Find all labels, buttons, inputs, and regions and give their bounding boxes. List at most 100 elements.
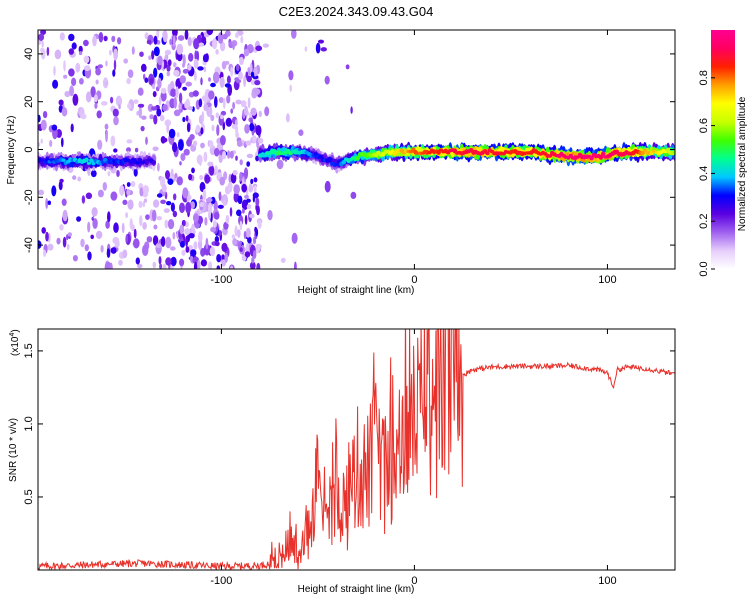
heatmap-noise-blob xyxy=(254,226,258,233)
heatmap-noise-blob xyxy=(254,80,261,86)
heatmap-y-ticks: -40 -20 0 20 40 xyxy=(23,48,675,253)
heatmap-noise-blob xyxy=(239,159,243,166)
heatmap-noise-blob xyxy=(246,161,251,167)
heatmap-noise-blob xyxy=(68,33,75,42)
heatmap-noise-blob xyxy=(250,178,254,185)
heatmap-noise-blob xyxy=(52,79,59,89)
heatmap-noise-blob xyxy=(220,114,224,120)
heatmap-noise-blob xyxy=(193,140,198,147)
heatmap-noise-blob xyxy=(182,116,186,123)
heatmap-noise-blob xyxy=(80,238,85,248)
heatmap-ridge-cell xyxy=(135,161,140,165)
heatmap-noise-blob xyxy=(51,124,58,131)
heatmap-noise-blob xyxy=(193,261,198,269)
heatmap-noise-blob xyxy=(170,168,174,178)
heatmap-noise-blob xyxy=(229,150,234,159)
heatmap-noise-blob xyxy=(153,114,158,125)
heatmap-noise-blob xyxy=(110,247,117,254)
heatmap-noise-blob xyxy=(151,106,158,111)
heatmap-noise-blob xyxy=(214,165,218,174)
heatmap-noise-blob xyxy=(170,88,177,97)
heatmap-noise-blob xyxy=(182,187,189,199)
heatmap-noise-blob xyxy=(345,64,350,70)
colorbar-tick-label: 0.6 xyxy=(698,118,710,133)
snr-y-label: SNR (10 * v/v) xyxy=(8,418,19,482)
heatmap-noise-blob xyxy=(224,252,228,263)
heatmap-noise-blob xyxy=(179,224,185,235)
heatmap-noise-blob xyxy=(84,244,90,252)
heatmap-noise-blob xyxy=(117,37,122,45)
heatmap-noise-blob xyxy=(196,154,203,165)
heatmap-noise-blob xyxy=(41,227,46,234)
heatmap-noise-blob xyxy=(159,114,165,122)
heatmap-noise-blob xyxy=(83,39,89,47)
svg-text:(x104): (x104) xyxy=(9,329,21,356)
heatmap-noise-blob xyxy=(160,87,167,94)
heatmap-noise-blob xyxy=(104,123,109,130)
heatmap-noise-blob xyxy=(163,208,170,214)
heatmap-noise-blob xyxy=(221,60,227,70)
heatmap-noise-blob xyxy=(144,77,149,83)
heatmap-x-tick-label: -100 xyxy=(210,274,232,286)
heatmap-noise-blob xyxy=(126,139,133,144)
heatmap-noise-blob xyxy=(252,250,257,259)
heatmap-noise-blob xyxy=(151,209,157,222)
heatmap-noise-blob xyxy=(123,58,128,64)
heatmap-noise-blob xyxy=(201,111,205,123)
heatmap-noise-blob xyxy=(255,243,261,254)
heatmap-ridge-cell xyxy=(601,151,606,157)
heatmap-noise-blob xyxy=(177,139,184,151)
heatmap-noise-blob xyxy=(241,208,245,214)
heatmap-noise-blob xyxy=(62,209,68,222)
heatmap-noise-blob xyxy=(61,198,67,206)
heatmap-noise-blob xyxy=(42,111,48,119)
heatmap-noise-blob xyxy=(324,180,331,193)
snr-y-tick-label: 1.5 xyxy=(23,343,35,358)
heatmap-noise-blob xyxy=(161,184,167,193)
heatmap-noise-blob xyxy=(153,35,158,45)
heatmap-noise-blob xyxy=(214,147,220,157)
heatmap-noise-blob xyxy=(179,75,186,84)
colorbar-tick-label: 0.4 xyxy=(698,166,710,181)
heatmap-noise-blob xyxy=(182,62,185,68)
heatmap-noise-blob xyxy=(95,79,99,85)
heatmap-noise-blob xyxy=(126,182,131,187)
heatmap-noise-blob xyxy=(97,64,104,69)
heatmap-noise-blob xyxy=(152,83,156,90)
heatmap-noise-blob xyxy=(153,46,160,57)
heatmap-noise-blob xyxy=(235,99,242,105)
heatmap-noise-blob xyxy=(109,262,113,269)
heatmap-noise-blob xyxy=(181,249,186,256)
heatmap-noise-blob xyxy=(179,161,182,166)
heatmap-noise-blob xyxy=(244,105,248,116)
heatmap-noise-blob xyxy=(205,237,209,250)
heatmap-noise-blob xyxy=(215,112,219,119)
heatmap-noise-blob xyxy=(58,180,63,191)
heatmap-noise-blob xyxy=(139,215,143,227)
heatmap-noise-blob xyxy=(235,32,239,39)
heatmap-noise-blob xyxy=(212,220,217,228)
heatmap-noise-blob xyxy=(185,201,192,214)
heatmap-noise-blob xyxy=(157,55,163,66)
heatmap-panel: -100 0 100 -40 -20 0 20 40 Height of straight … xyxy=(6,29,676,296)
heatmap-noise-blob xyxy=(255,155,260,162)
heatmap-noise-blob xyxy=(172,142,178,153)
heatmap-noise-blob xyxy=(230,66,234,77)
heatmap-noise-blob xyxy=(200,142,205,149)
heatmap-noise-blob xyxy=(78,51,83,56)
heatmap-noise-blob xyxy=(138,200,143,209)
heatmap-noise-blob xyxy=(112,69,116,77)
heatmap-y-tick-label: -40 xyxy=(23,237,35,253)
heatmap-noise-blob xyxy=(176,131,180,138)
heatmap-noise-blob xyxy=(64,90,71,98)
heatmap-noise-blob xyxy=(160,236,166,247)
colorbar-tick-label: 0.2 xyxy=(698,214,710,229)
heatmap-noise-blob xyxy=(149,114,154,120)
heatmap-noise-blob xyxy=(245,140,252,146)
heatmap-noise-blob xyxy=(94,102,98,109)
heatmap-noise-blob xyxy=(245,71,249,79)
heatmap-noise-blob xyxy=(219,76,225,88)
heatmap-ridge-layer xyxy=(38,141,675,174)
heatmap-noise-blob xyxy=(214,96,218,108)
heatmap-noise-blob xyxy=(178,103,182,110)
